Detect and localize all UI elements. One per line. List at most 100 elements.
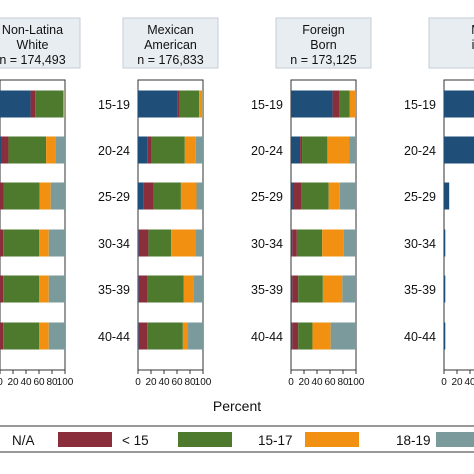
bar-segment — [292, 229, 297, 257]
panel-title-line: Born — [310, 38, 336, 52]
bar-segment — [296, 229, 323, 257]
x-tick-label: 0 — [441, 377, 447, 388]
bar-segment — [193, 275, 203, 303]
legend-label: 18-19 — [396, 433, 431, 448]
x-tick-label: 20 — [298, 377, 310, 388]
bar-segment — [143, 182, 154, 210]
y-tick-label: 40-44 — [251, 330, 283, 344]
bar-segment — [63, 90, 65, 118]
bar-segment — [50, 182, 65, 210]
bar-segment — [322, 229, 344, 257]
bar-segment — [330, 322, 356, 350]
x-tick-label: 40 — [20, 377, 32, 388]
y-tick-label: 15-19 — [98, 98, 130, 112]
bar-segment — [0, 90, 31, 118]
bar-segment — [444, 275, 446, 303]
x-tick-label: 100 — [348, 377, 365, 388]
legend-swatch — [436, 432, 474, 447]
y-tick-label: 30-34 — [98, 237, 130, 251]
panel-header-1 — [122, 17, 219, 69]
panel-plot-frame-2 — [290, 79, 357, 371]
bar-segment — [322, 275, 343, 303]
legend-swatch — [178, 432, 232, 447]
y-tick-label: 20-24 — [251, 144, 283, 158]
x-tick-label: 20 — [145, 377, 157, 388]
bar-segment — [3, 182, 40, 210]
bar-segment — [342, 275, 356, 303]
bar-segment — [349, 136, 356, 164]
bar-segment — [3, 322, 39, 350]
bar-segment — [138, 182, 144, 210]
x-tick-label: 0 — [0, 377, 3, 388]
bar-segment — [301, 182, 329, 210]
y-tick-label: 30-34 — [404, 237, 436, 251]
x-tick-label: 40 — [464, 377, 474, 388]
bar-segment — [444, 229, 446, 257]
y-tick-label: 35-39 — [404, 283, 436, 297]
bar-segment — [0, 182, 4, 210]
bar-segment — [147, 275, 184, 303]
legend-label: N/A — [12, 433, 35, 448]
y-tick-label: 40-44 — [404, 330, 436, 344]
bar-segment — [55, 136, 65, 164]
bar-segment — [148, 229, 172, 257]
bar-segment — [138, 90, 178, 118]
panel-header-2 — [275, 17, 372, 69]
bar-segment — [298, 322, 313, 350]
bar-segment — [196, 182, 203, 210]
panel-title-line: White — [17, 38, 49, 52]
bar-segment — [138, 322, 148, 350]
bar-segment — [39, 275, 49, 303]
bar-segment — [138, 275, 139, 303]
bar-segment — [138, 136, 148, 164]
bar-segment — [39, 229, 49, 257]
bar-segment — [46, 136, 56, 164]
legend-swatch — [58, 432, 112, 447]
bar-segment — [39, 182, 51, 210]
bar-segment — [292, 322, 299, 350]
bar-segment — [48, 229, 65, 257]
bar-segment — [292, 275, 299, 303]
bar-segment — [327, 136, 350, 164]
bar-segment — [171, 229, 196, 257]
panel-title-line: n = 173,125 — [290, 53, 356, 67]
bar-segment — [188, 322, 203, 350]
bar-segment — [339, 182, 356, 210]
bar-segment — [177, 90, 180, 118]
bar-segment — [48, 322, 65, 350]
y-tick-label: 25-29 — [98, 190, 130, 204]
y-tick-label: 15-19 — [251, 98, 283, 112]
x-tick-label: 20 — [7, 377, 19, 388]
legend-label: < 15 — [122, 433, 149, 448]
y-tick-label: 35-39 — [251, 283, 283, 297]
x-tick-label: 0 — [288, 377, 294, 388]
bar-segment — [0, 275, 4, 303]
y-tick-label: 35-39 — [98, 283, 130, 297]
x-tick-label: 100 — [57, 377, 74, 388]
panel-title-line: Non-Latina — [2, 23, 63, 37]
y-tick-label: 25-29 — [251, 190, 283, 204]
bar-segment — [292, 182, 302, 210]
x-tick-label: 0 — [135, 377, 141, 388]
bar-segment — [35, 90, 64, 118]
bar-segment — [291, 275, 293, 303]
bar-segment — [182, 322, 189, 350]
panel-title-line: M — [471, 23, 474, 37]
bar-segment — [153, 182, 181, 210]
x-tick-label: 20 — [451, 377, 463, 388]
legend-swatch — [305, 432, 359, 447]
bar-segment — [339, 90, 350, 118]
panel-plot-frame-1 — [137, 79, 204, 371]
bar-segment — [291, 229, 293, 257]
panel-title-line: Foreign — [302, 23, 344, 37]
y-tick-label: 20-24 — [98, 144, 130, 158]
bar-segment — [147, 136, 151, 164]
bar-segment — [1, 136, 9, 164]
bar-segment — [179, 90, 200, 118]
bar-segment — [138, 275, 148, 303]
panel-title-line: Mexican — [147, 23, 194, 37]
x-tick-label: 60 — [171, 377, 183, 388]
bar-segment — [291, 90, 333, 118]
